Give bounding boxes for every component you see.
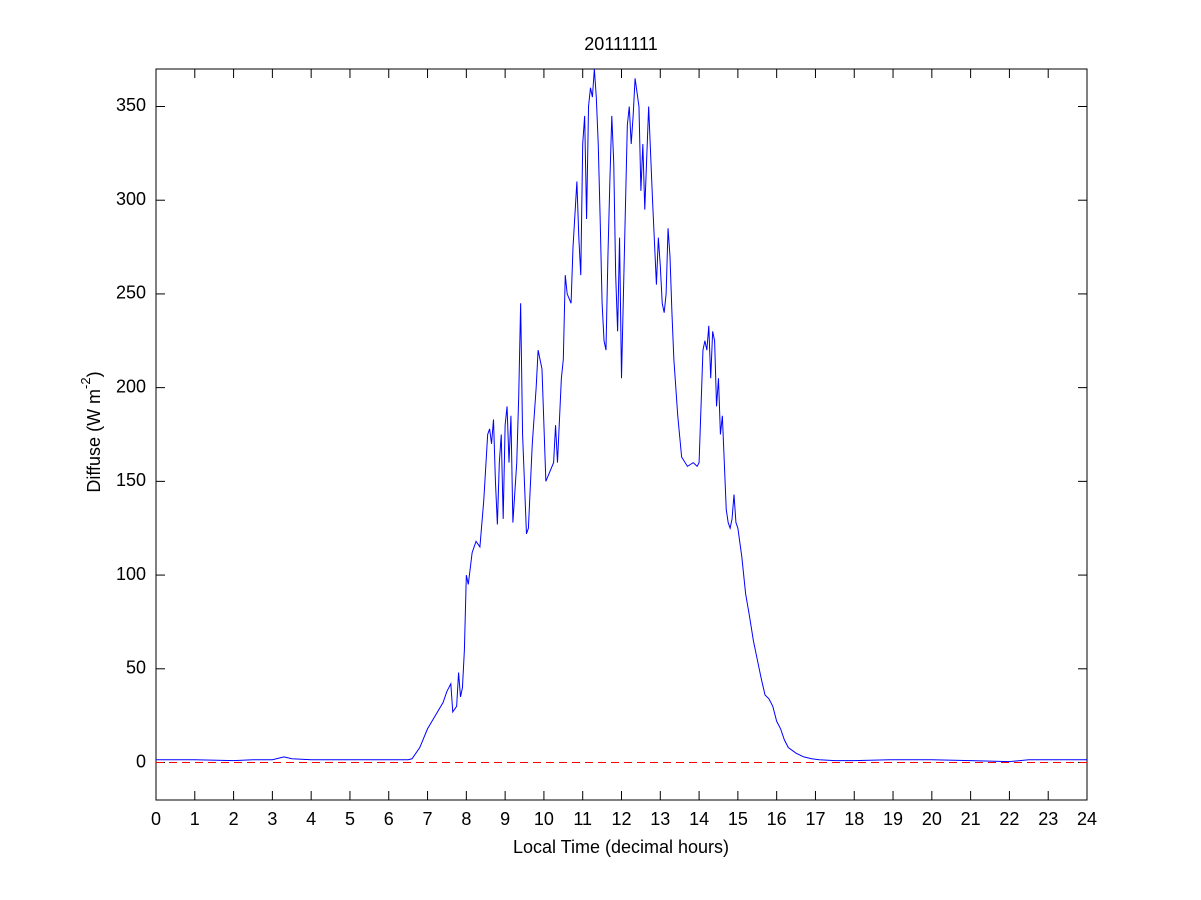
- x-tick-label: 13: [650, 809, 670, 829]
- y-tick-label: 350: [116, 95, 146, 115]
- x-axis-label: Local Time (decimal hours): [513, 837, 729, 857]
- x-tick-label: 18: [844, 809, 864, 829]
- y-label-superscript: -2: [78, 377, 93, 389]
- x-tick-label: 19: [883, 809, 903, 829]
- x-tick-label: 2: [229, 809, 239, 829]
- x-tick-label: 11: [573, 809, 592, 829]
- x-tick-label: 17: [805, 809, 825, 829]
- y-label-text: Diffuse (W m: [84, 389, 104, 493]
- x-tick-label: 5: [345, 809, 355, 829]
- x-tick-label: 0: [151, 809, 161, 829]
- x-tick-label: 1: [190, 809, 200, 829]
- data-line: [156, 68, 1087, 763]
- y-axis-label: Diffuse (W m-2): [78, 371, 103, 492]
- x-tick-label: 4: [306, 809, 316, 829]
- x-tick-label: 3: [267, 809, 277, 829]
- plot-area: [155, 68, 1088, 801]
- y-label-suffix: ): [84, 371, 104, 377]
- x-tick-label: 23: [1038, 809, 1058, 829]
- x-tick-label: 14: [689, 809, 709, 829]
- y-tick-label: 0: [136, 751, 146, 771]
- x-tick-label: 20: [922, 809, 942, 829]
- chart-title: 20111111: [584, 34, 657, 54]
- y-tick-label: 200: [116, 376, 146, 396]
- x-tick-label: 15: [728, 809, 748, 829]
- y-tick-label: 150: [116, 470, 146, 490]
- y-tick-label: 100: [116, 564, 146, 584]
- y-tick-label: 300: [116, 189, 146, 209]
- x-tick-label: 6: [384, 809, 394, 829]
- x-tick-label: 8: [461, 809, 471, 829]
- x-tick-label: 12: [611, 809, 631, 829]
- x-tick-label: 7: [423, 809, 433, 829]
- x-tick-label: 21: [961, 809, 981, 829]
- x-tick-label: 16: [767, 809, 787, 829]
- y-tick-label: 50: [126, 658, 146, 678]
- y-tick-label: 250: [116, 283, 146, 303]
- x-tick-label: 9: [500, 809, 510, 829]
- x-tick-label: 22: [999, 809, 1019, 829]
- x-tick-label: 24: [1077, 809, 1097, 829]
- x-tick-label: 10: [534, 809, 554, 829]
